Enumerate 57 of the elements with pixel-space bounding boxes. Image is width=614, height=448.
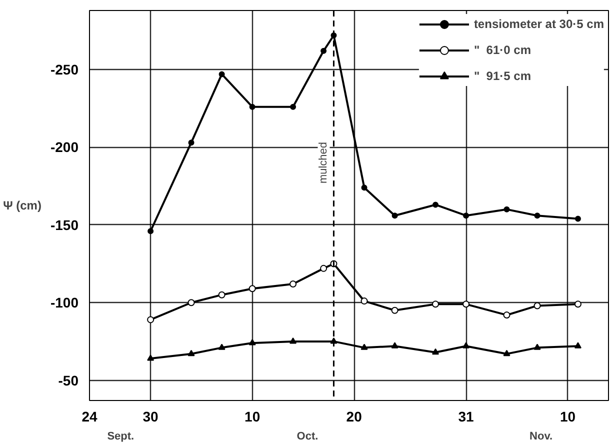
ref-line-label: mulched <box>318 142 330 184</box>
point <box>188 299 195 306</box>
point <box>248 339 256 346</box>
point <box>188 350 195 356</box>
point <box>432 348 439 355</box>
point <box>391 306 398 314</box>
point <box>148 228 154 234</box>
point <box>504 206 510 212</box>
point <box>534 302 541 310</box>
x-tick-label: 30 <box>142 408 159 424</box>
point <box>320 264 328 272</box>
point <box>432 202 438 208</box>
point <box>290 104 296 110</box>
text: Oct. <box>296 430 318 442</box>
point <box>290 280 297 288</box>
point <box>432 300 439 308</box>
point <box>534 344 541 350</box>
point <box>391 342 398 348</box>
point <box>503 350 510 356</box>
point <box>218 71 225 78</box>
legend-label: " 61·0 cm <box>474 43 531 57</box>
point <box>290 337 297 344</box>
x-tick-label: 10 <box>560 408 576 424</box>
y-tick-label: -200 <box>50 139 79 156</box>
point <box>392 212 398 219</box>
legend-label: " 91·5 cm <box>474 69 531 83</box>
legend-label: tensiometer at 30·5 cm <box>474 17 604 31</box>
point <box>462 342 470 348</box>
x-tick-label: 10 <box>244 408 260 424</box>
point <box>320 48 327 54</box>
x-tick-label: 20 <box>346 408 362 424</box>
point <box>188 140 194 146</box>
point <box>574 342 582 348</box>
y-axis-title: Ψ (cm) <box>3 198 42 212</box>
text: Nov. <box>530 430 553 442</box>
x-tick-label: 24 <box>82 408 98 424</box>
point <box>147 354 154 361</box>
point <box>574 216 581 222</box>
point <box>361 184 368 191</box>
point <box>463 212 470 219</box>
y-tick-label: -100 <box>50 294 79 311</box>
y-tick-label: -150 <box>50 216 79 233</box>
point <box>503 312 510 319</box>
point <box>534 212 540 219</box>
point <box>360 344 368 350</box>
point <box>462 300 470 308</box>
point <box>218 291 226 298</box>
point <box>248 285 256 292</box>
x-tick-label: 31 <box>458 408 474 424</box>
point <box>218 344 226 350</box>
point <box>147 316 154 324</box>
point <box>360 298 368 305</box>
text: Sept. <box>107 430 134 442</box>
y-tick-label: -50 <box>58 372 79 388</box>
y-tick-label: -250 <box>50 62 79 78</box>
point <box>249 104 256 110</box>
point <box>574 300 582 308</box>
